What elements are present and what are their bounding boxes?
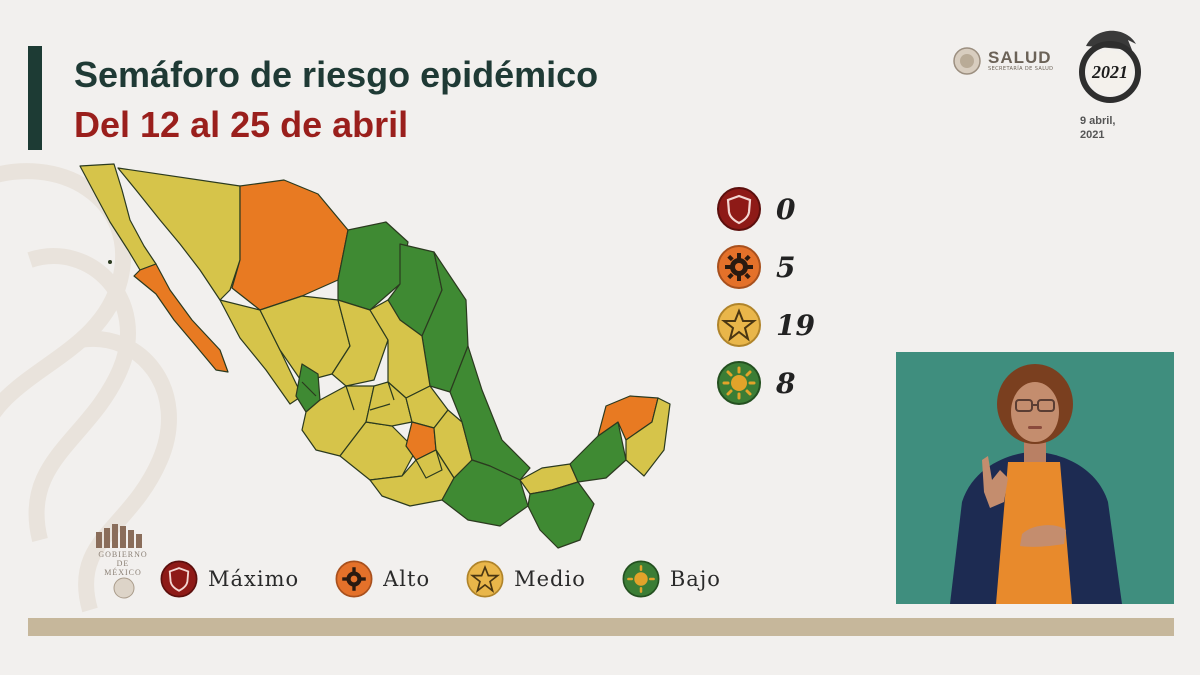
state-coahuila bbox=[337, 221, 409, 311]
gear-icon bbox=[717, 245, 761, 289]
shield-icon bbox=[717, 187, 761, 231]
gobierno-line-1: GOBIERNO DE bbox=[98, 550, 148, 568]
legend-medio-label: Medio bbox=[514, 567, 586, 591]
salud-logo: SALUD SECRETARÍA DE SALUD bbox=[952, 46, 1053, 76]
count-alto-value: 5 bbox=[776, 250, 796, 284]
logo-year: 2021 bbox=[1092, 62, 1128, 82]
sign-language-interpreter-video bbox=[896, 352, 1174, 604]
gobierno-text: GOBIERNO DE MÉXICO bbox=[92, 550, 154, 577]
state-baja-california-sur bbox=[133, 263, 229, 373]
serpent-emblem-icon bbox=[1079, 30, 1141, 103]
legend-maximo: Máximo bbox=[158, 558, 299, 600]
page-subtitle: Del 12 al 25 de abril bbox=[74, 104, 409, 145]
count-bajo-value: 8 bbox=[776, 366, 796, 400]
state-chihuahua bbox=[231, 179, 349, 311]
gear-icon bbox=[335, 560, 373, 598]
small-seal-icon bbox=[113, 577, 135, 599]
date-line-2: 2021 bbox=[1080, 129, 1105, 141]
state-veracruz bbox=[449, 345, 531, 481]
shield-icon bbox=[160, 560, 198, 598]
risk-legend: Máximo Alto Medio bbox=[158, 558, 755, 600]
date-label: 9 abril, 2021 bbox=[1080, 114, 1140, 142]
date-line-1: 9 abril, bbox=[1080, 115, 1116, 127]
salud-subtitle: SECRETARÍA DE SALUD bbox=[988, 66, 1054, 72]
legend-medio: Medio bbox=[464, 558, 586, 600]
legend-alto-label: Alto bbox=[383, 567, 431, 591]
sun-icon bbox=[717, 361, 761, 405]
state-tamaulipas bbox=[421, 251, 469, 393]
legend-bajo-label: Bajo bbox=[669, 567, 721, 591]
background-pattern bbox=[0, 163, 177, 613]
salud-name: SALUD bbox=[988, 48, 1052, 67]
star-icon bbox=[466, 560, 504, 598]
footer-band bbox=[28, 618, 1174, 636]
legend-alto: Alto bbox=[333, 558, 430, 600]
state-chiapas bbox=[527, 481, 595, 549]
mexico-seal-icon bbox=[953, 47, 981, 75]
accent-bar bbox=[28, 46, 42, 150]
legend-maximo-label: Máximo bbox=[208, 567, 300, 591]
gobierno-line-2: MÉXICO bbox=[104, 568, 142, 577]
sun-icon bbox=[622, 560, 660, 598]
count-medio-value: 19 bbox=[776, 308, 815, 342]
interpreter-figure bbox=[950, 364, 1122, 604]
count-medio: 19 bbox=[714, 302, 815, 348]
gobierno-logo bbox=[96, 524, 142, 548]
count-maximo: 0 bbox=[714, 186, 795, 232]
count-maximo-value: 0 bbox=[776, 192, 796, 226]
page-title: Semáforo de riesgo epidémico bbox=[74, 54, 599, 95]
legend-bajo: Bajo bbox=[620, 558, 721, 600]
mexico-risk-map bbox=[79, 163, 671, 549]
state-morelos bbox=[415, 449, 443, 479]
count-alto: 5 bbox=[714, 244, 795, 290]
star-icon bbox=[717, 303, 761, 347]
year-2021-logo: 2021 bbox=[1076, 26, 1144, 104]
count-bajo: 8 bbox=[714, 360, 795, 406]
state-quintana-roo bbox=[625, 397, 671, 477]
state-campeche bbox=[569, 421, 627, 483]
